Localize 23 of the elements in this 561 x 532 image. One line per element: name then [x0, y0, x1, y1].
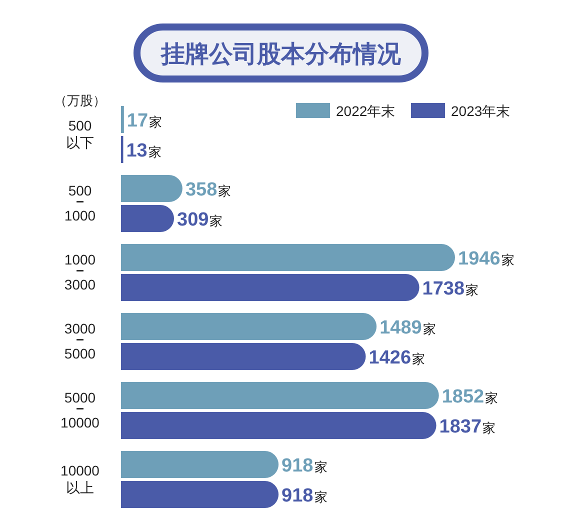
category-label: 500 – 1000	[64, 182, 96, 224]
value-label: 918家	[282, 456, 328, 476]
value-label: 358家	[185, 180, 232, 200]
value-label: 17家	[126, 110, 162, 132]
value-label: 1837家	[439, 416, 496, 438]
value-label: 1738家	[422, 278, 479, 300]
value-label: 1426家	[368, 348, 426, 368]
value-label: 1489家	[380, 318, 436, 338]
legend-label: 2023年末	[451, 103, 510, 119]
value-label: 1946家	[458, 248, 514, 270]
chart-title: 挂牌公司股本分布情况	[160, 41, 402, 68]
value-label: 918家	[282, 486, 328, 506]
value-label: 1852家	[442, 386, 498, 408]
legend-label: 2022年末	[336, 103, 396, 119]
category-label: 500 以下	[66, 118, 94, 150]
category-label: 10000 以上	[60, 462, 100, 496]
title: 挂牌公司股本分布情况	[134, 24, 428, 82]
value-label: 309家	[177, 210, 223, 230]
category-label: 3000 – 5000	[64, 320, 96, 362]
category-label: 1000 – 3000	[64, 252, 96, 292]
text: （万股）	[54, 93, 106, 108]
value-label: 13家	[126, 140, 162, 162]
category-label: 5000 – 10000	[60, 390, 100, 430]
